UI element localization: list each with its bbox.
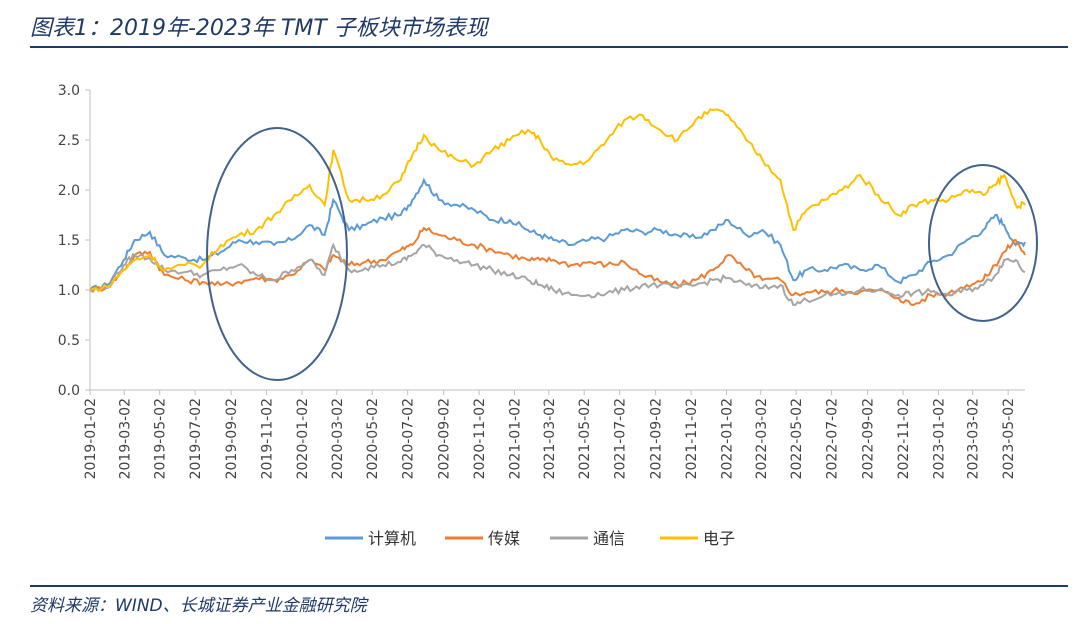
x-tick-label: 2020-09-02 [437,398,453,479]
x-tick-label: 2022-03-02 [754,398,770,479]
x-tick-label: 2020-05-02 [365,398,381,479]
x-tick-label: 2021-05-02 [577,398,593,479]
highlight-ellipse-left [206,127,348,381]
x-tick-label: 2019-01-02 [83,398,99,479]
x-tick-label: 2020-03-02 [330,398,346,479]
x-tick-label: 2022-09-02 [861,398,877,479]
x-tick-label: 2019-05-02 [153,398,169,479]
x-tick-label: 2022-01-02 [719,398,735,479]
x-tick-label: 2021-11-02 [684,398,700,479]
x-tick-label: 2022-07-02 [825,398,841,479]
x-tick-label: 2020-01-02 [295,398,311,479]
y-tick-label: 2.5 [58,133,80,149]
x-tick-label: 2022-05-02 [789,398,805,479]
series-line-1 [89,177,1026,292]
x-tick-label: 2021-03-02 [542,398,558,479]
legend-label-3: 通信 [593,529,625,548]
x-tick-label: 2023-03-02 [966,398,982,479]
line-chart: 0.0 0.5 1.0 1.5 2.0 2.5 3.0 2019-01-02 2019-03-0… [58,83,1038,548]
series-line-3 [89,242,1026,307]
figure-title: 图表1：2019年-2023年 TMT 子板块市场表现 [30,16,488,41]
y-tick-label: 0.0 [58,383,80,399]
x-tick-label: 2019-11-02 [260,398,276,479]
legend-label-2: 传媒 [488,529,520,548]
x-tick-label: 2021-07-02 [613,398,629,479]
series-line-4 [89,108,1026,293]
title-rule [30,46,1068,48]
source-note: 资料来源：WIND、长城证券产业金融研究院 [30,596,367,616]
x-tick-label: 2021-09-02 [649,398,665,479]
x-tick-label: 2022-11-02 [896,398,912,479]
y-tick-label: 2.0 [58,183,80,199]
x-tick-label: 2021-01-02 [508,398,524,479]
source-rule [30,585,1068,587]
legend-label-4: 电子 [703,529,735,548]
legend-label-1: 计算机 [368,529,416,548]
x-tick-label: 2023-05-02 [1001,398,1017,479]
x-tick-label: 2019-03-02 [117,398,133,479]
x-tick-label: 2019-09-02 [224,398,240,479]
x-tick-label: 2023-01-02 [931,398,947,479]
x-tick-label: 2019-07-02 [188,398,204,479]
y-tick-label: 1.0 [58,283,80,299]
y-tick-label: 0.5 [58,333,80,349]
x-tick-label: 2020-07-02 [401,398,417,479]
y-tick-label: 1.5 [58,233,80,249]
x-tick-label: 2020-11-02 [472,398,488,479]
highlight-ellipse-right [928,164,1038,322]
y-tick-label: 3.0 [58,83,80,99]
